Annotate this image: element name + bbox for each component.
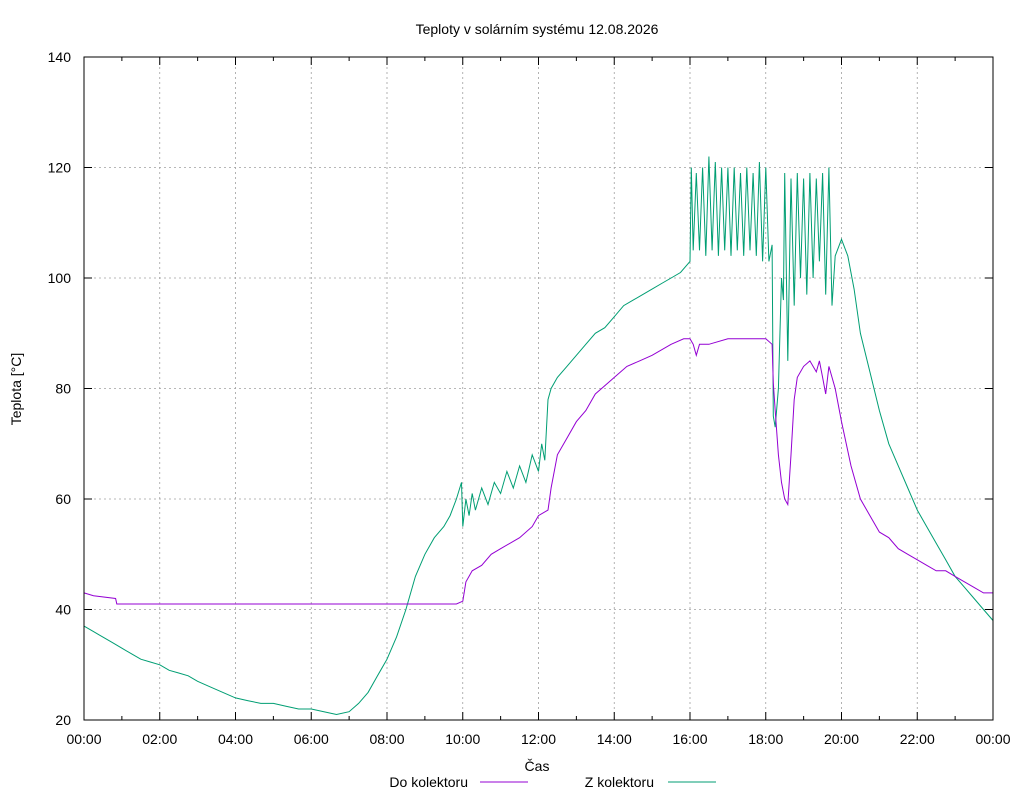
series-line-do-kolektoru: [83, 338, 993, 605]
y-axis-label: Teplota [°C]: [8, 353, 24, 426]
x-tick-label: 00:00: [66, 731, 101, 747]
legend-label-z-kolektoru: Z kolektoru: [585, 774, 654, 790]
legend-label-do-kolektoru: Do kolektoru: [389, 774, 468, 790]
chart-title: Teploty v solárním systému 12.08.2026: [416, 21, 659, 37]
x-axis-label: Čas: [525, 758, 550, 774]
x-tick-label: 06:00: [294, 731, 329, 747]
series-lines: [83, 156, 994, 716]
x-tick-label: 10:00: [445, 731, 480, 747]
grid: [84, 57, 993, 720]
series-line-z-kolektoru: [83, 156, 994, 716]
y-tick-label: 120: [48, 160, 72, 176]
legend: Do kolektoru Z kolektoru: [389, 774, 716, 790]
x-tick-label: 22:00: [900, 731, 935, 747]
x-tick-label: 16:00: [672, 731, 707, 747]
x-tick-label: 02:00: [142, 731, 177, 747]
y-tick-label: 60: [55, 491, 71, 507]
x-tick-label: 14:00: [597, 731, 632, 747]
x-tick-label: 18:00: [748, 731, 783, 747]
y-tick-label: 140: [48, 49, 72, 65]
y-tick-label: 80: [55, 381, 71, 397]
x-tick-label: 00:00: [975, 731, 1010, 747]
x-tick-label: 12:00: [521, 731, 556, 747]
axis-ticks: 20 40 60 80 100 120 140 00:00 02:00 04:00 06:00 08:…: [48, 49, 1011, 747]
y-tick-label: 100: [48, 270, 72, 286]
y-tick-label: 40: [55, 602, 71, 618]
y-tick-label: 20: [55, 712, 71, 728]
x-tick-label: 08:00: [369, 731, 404, 747]
x-tick-label: 20:00: [824, 731, 859, 747]
x-tick-label: 04:00: [218, 731, 253, 747]
